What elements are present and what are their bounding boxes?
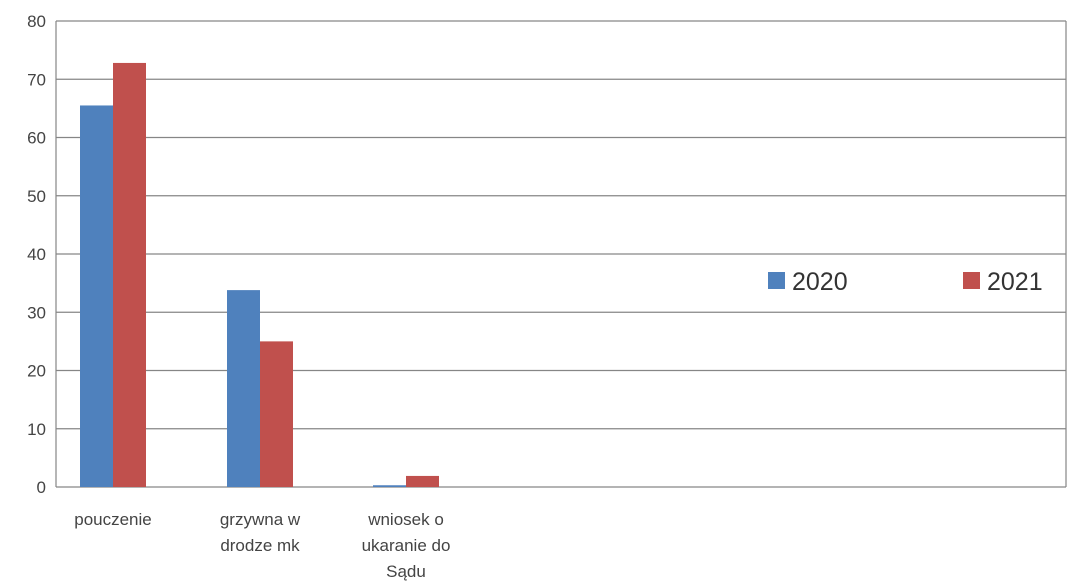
bar-2020-1 (227, 290, 260, 487)
y-axis-tick-labels: 0 10 20 30 40 50 60 70 80 (27, 12, 46, 497)
y-tick-label: 60 (27, 129, 46, 148)
y-tick-label: 80 (27, 12, 46, 31)
legend-swatch-2021 (963, 272, 980, 289)
y-tick-label: 50 (27, 187, 46, 206)
x-category-label: wniosek o ukaranie do Sądu (362, 510, 451, 581)
legend-swatch-2020 (768, 272, 785, 289)
legend-label-2021: 2021 (987, 268, 1043, 296)
y-tick-label: 70 (27, 70, 46, 89)
x-category-label-line: Sądu (386, 562, 426, 581)
y-tick-label: 30 (27, 303, 46, 322)
y-tick-label: 0 (37, 478, 46, 497)
gridlines (55, 20, 1067, 488)
x-category-label-line: ukaranie do (362, 536, 451, 555)
bar-2021-0 (113, 62, 146, 487)
legend: 2020 2021 (768, 268, 1043, 296)
y-tick-label: 20 (27, 362, 46, 381)
x-category-label-line: wniosek o (367, 510, 444, 529)
bar-2021-1 (260, 341, 293, 487)
bar-2020-0 (80, 105, 113, 488)
bars (80, 62, 439, 488)
bar-2021-2 (406, 475, 439, 487)
bar-2020-2 (373, 485, 406, 487)
y-tick-label: 10 (27, 420, 46, 439)
x-category-label-line: pouczenie (74, 510, 152, 529)
y-tick-label: 40 (27, 245, 46, 264)
x-category-label-line: drodze mk (220, 536, 300, 555)
x-axis-category-labels: pouczenie grzywna w drodze mk wniosek o ukar… (74, 510, 450, 581)
x-category-label: pouczenie (74, 510, 152, 529)
legend-label-2020: 2020 (792, 268, 848, 296)
x-category-label-line: grzywna w (220, 510, 301, 529)
x-category-label: grzywna w drodze mk (220, 510, 301, 555)
